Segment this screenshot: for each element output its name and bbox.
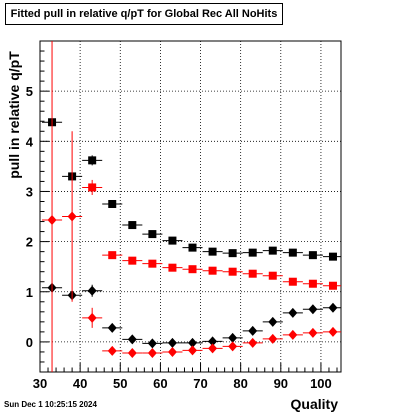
data-point-diamond	[107, 345, 117, 356]
y-tick-label: 2	[26, 235, 33, 250]
data-point-diamond	[188, 345, 198, 356]
data-point-square	[268, 271, 277, 280]
data-point-square	[248, 269, 257, 278]
data-point-diamond	[208, 343, 218, 354]
data-point-square	[328, 252, 337, 261]
data-point-diamond	[87, 285, 97, 296]
data-point-square	[208, 247, 217, 256]
data-point-diamond	[188, 337, 198, 348]
data-point-diamond	[67, 211, 77, 222]
data-point-diamond	[268, 333, 278, 344]
data-point-square	[288, 277, 297, 286]
data-point-diamond	[167, 337, 177, 348]
x-tick-label: 40	[73, 376, 87, 391]
data-point-square	[168, 236, 177, 245]
data-point-square	[228, 249, 237, 258]
data-point-square	[88, 156, 97, 165]
data-point-square	[228, 267, 237, 276]
x-tick-label: 70	[193, 376, 207, 391]
data-point-diamond	[328, 326, 338, 337]
data-point-square	[128, 256, 137, 265]
data-point-diamond	[288, 329, 298, 340]
y-tick-label: 1	[26, 285, 33, 300]
x-tick-label: 100	[310, 376, 332, 391]
timestamp: Sun Dec 1 10:25:15 2024	[4, 400, 97, 409]
data-point-square	[148, 230, 157, 239]
data-point-diamond	[308, 304, 318, 315]
data-point-square	[148, 259, 157, 268]
data-point-diamond	[167, 346, 177, 357]
data-point-square	[248, 248, 257, 257]
y-tick-label: 0	[26, 335, 33, 350]
chart-title: Fitted pull in relative q/pT for Global …	[5, 3, 283, 25]
x-tick-label: 90	[274, 376, 288, 391]
data-point-diamond	[87, 312, 97, 323]
data-point-diamond	[228, 341, 238, 352]
data-point-diamond	[268, 316, 278, 327]
x-tick-label: 30	[33, 376, 47, 391]
y-tick-label: 5	[26, 84, 33, 99]
data-point-square	[108, 251, 117, 260]
data-point-square	[208, 266, 217, 275]
data-point-diamond	[147, 338, 157, 349]
data-point-square	[268, 246, 277, 255]
data-point-square	[308, 279, 317, 288]
y-tick-label: 4	[26, 134, 34, 149]
data-point-square	[188, 243, 197, 252]
data-point-square	[188, 265, 197, 274]
data-point-diamond	[107, 322, 117, 333]
data-point-square	[108, 199, 117, 208]
data-point-diamond	[47, 215, 57, 226]
y-axis-label: pull in relative q/pT	[6, 51, 22, 179]
data-point-diamond	[248, 325, 258, 336]
x-tick-label: 60	[153, 376, 167, 391]
data-point-diamond	[147, 347, 157, 358]
data-point-diamond	[127, 334, 137, 345]
data-point-diamond	[228, 332, 238, 343]
data-point-diamond	[127, 347, 137, 358]
data-point-square	[308, 251, 317, 260]
data-point-diamond	[308, 327, 318, 338]
data-point-diamond	[208, 336, 218, 347]
x-tick-label: 80	[233, 376, 247, 391]
data-point-square	[288, 248, 297, 257]
x-tick-label: 50	[113, 376, 127, 391]
y-tick-label: 3	[26, 184, 33, 199]
data-point-square	[328, 281, 337, 290]
data-point-square	[128, 221, 137, 230]
data-point-diamond	[288, 307, 298, 318]
data-point-diamond	[248, 337, 258, 348]
plot-frame	[39, 40, 342, 373]
data-point-square	[168, 263, 177, 272]
data-point-diamond	[328, 302, 338, 313]
x-axis-label: Quality	[290, 396, 338, 412]
data-point-square	[88, 183, 97, 192]
